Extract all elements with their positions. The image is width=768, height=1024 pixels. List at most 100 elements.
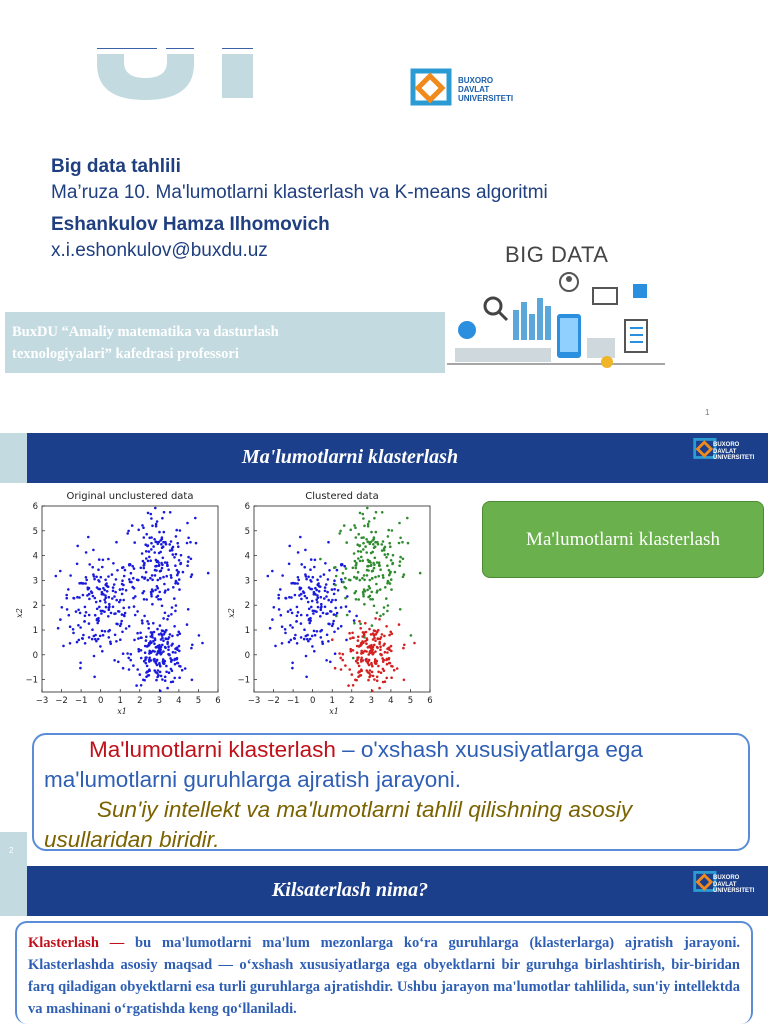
data-point — [375, 679, 379, 682]
data-point — [375, 675, 379, 679]
data-point — [79, 666, 82, 670]
data-point — [102, 586, 105, 590]
data-point — [372, 604, 376, 608]
data-point — [185, 623, 189, 626]
data-point — [376, 540, 379, 544]
data-point — [348, 631, 351, 635]
data-point — [173, 625, 176, 628]
data-point — [112, 562, 115, 565]
data-point — [361, 590, 365, 594]
data-point — [154, 564, 157, 568]
data-point — [168, 511, 172, 514]
data-point — [136, 610, 139, 613]
data-point — [348, 610, 351, 613]
data-point — [398, 560, 402, 563]
data-point — [190, 573, 194, 576]
data-point — [139, 649, 143, 652]
data-point — [363, 649, 367, 653]
data-point — [363, 602, 366, 606]
data-point — [339, 624, 343, 628]
data-point — [371, 638, 375, 641]
scatter-charts: Original unclustered data −3 −2 −1 0 1 2 3 4 5 6 −1… — [0, 486, 442, 726]
data-point — [380, 549, 384, 552]
data-point — [339, 656, 343, 660]
data-point — [162, 639, 165, 642]
data-point — [99, 575, 103, 579]
data-point — [163, 675, 167, 679]
data-point — [382, 669, 386, 672]
data-point — [310, 605, 313, 609]
data-point — [144, 570, 148, 574]
data-point — [118, 600, 121, 604]
data-point — [319, 636, 323, 639]
data-point — [163, 561, 167, 564]
data-point — [185, 541, 189, 545]
data-point — [162, 575, 165, 579]
y-tick-label: 6 — [33, 502, 38, 512]
data-point — [157, 564, 161, 567]
data-point — [146, 620, 149, 623]
data-point — [316, 601, 319, 604]
data-point — [150, 595, 153, 598]
data-point — [356, 639, 360, 642]
data-point — [371, 674, 375, 678]
y-tick-label: −1 — [237, 676, 250, 686]
data-point — [111, 589, 115, 593]
data-point — [163, 645, 167, 649]
logo-text-line3: UNIVERSITETI — [458, 94, 514, 103]
data-point — [148, 652, 151, 655]
data-point — [98, 587, 102, 591]
data-point — [368, 650, 372, 654]
data-point — [398, 564, 401, 567]
data-point — [365, 642, 368, 646]
data-point — [129, 652, 133, 656]
data-point — [287, 640, 291, 644]
data-point — [114, 590, 117, 594]
header-stub — [0, 866, 27, 916]
data-point — [381, 680, 385, 684]
data-point — [371, 598, 375, 601]
data-point — [159, 653, 162, 656]
page-number: 1 — [705, 408, 710, 417]
data-point — [107, 608, 111, 612]
data-point — [389, 545, 392, 548]
data-point — [97, 619, 100, 622]
data-point — [150, 536, 153, 539]
data-point — [148, 656, 151, 660]
decorative-line — [222, 48, 253, 49]
data-point — [87, 613, 91, 617]
data-point — [103, 598, 106, 602]
decorative-line — [166, 48, 194, 49]
data-point — [83, 605, 87, 609]
data-point — [68, 642, 72, 645]
data-point — [370, 576, 374, 580]
data-point — [280, 642, 284, 645]
definition-box: Ma'lumotlarni klasterlash – o'xshash xus… — [32, 733, 750, 852]
data-point — [372, 629, 376, 632]
data-point — [164, 540, 167, 544]
data-point — [385, 676, 389, 680]
data-point — [163, 591, 167, 594]
data-point — [375, 611, 379, 615]
data-point — [374, 650, 377, 653]
data-point — [159, 674, 163, 678]
data-point — [146, 544, 150, 547]
data-point — [127, 656, 130, 660]
data-point — [365, 657, 368, 661]
data-point — [159, 638, 163, 641]
data-point — [300, 597, 303, 601]
data-point — [351, 649, 355, 652]
data-point — [344, 664, 347, 667]
data-point — [305, 675, 308, 679]
data-point — [127, 606, 131, 609]
author-email[interactable]: x.i.eshonkulov@buxdu.uz — [51, 240, 268, 261]
data-point — [341, 652, 345, 656]
data-point — [139, 684, 143, 687]
data-point — [279, 613, 283, 617]
data-point — [137, 647, 140, 651]
data-point — [112, 583, 116, 586]
data-point — [365, 538, 368, 541]
data-point — [72, 597, 76, 600]
data-point — [370, 590, 374, 594]
data-point — [141, 559, 145, 563]
